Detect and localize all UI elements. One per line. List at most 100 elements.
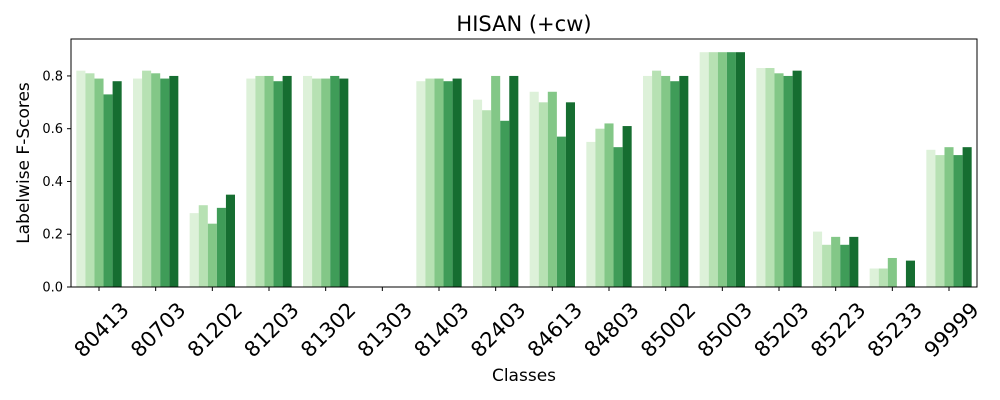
bar-80413-s2 xyxy=(85,73,95,287)
x-tick-label-84613: 84613 xyxy=(523,298,587,362)
y-tick-label: 0.2 xyxy=(42,228,63,243)
bar-81403-s1 xyxy=(416,81,426,288)
bar-81403-s4 xyxy=(443,81,453,288)
bar-85233-s3 xyxy=(887,257,897,287)
bar-99999-s2 xyxy=(935,155,945,287)
bar-81202-s3 xyxy=(207,223,217,287)
bar-81302-s2 xyxy=(312,78,322,287)
x-tick-label-81202: 81202 xyxy=(183,298,247,362)
bar-80413-s5 xyxy=(112,81,122,288)
bar-85223-s1 xyxy=(813,231,823,287)
bar-85003-s1 xyxy=(699,52,709,287)
bar-81403-s5 xyxy=(452,78,462,287)
bar-81203-s4 xyxy=(273,81,283,288)
bar-85002-s4 xyxy=(670,81,680,288)
bar-81302-s4 xyxy=(330,75,340,287)
x-tick-label-85003: 85003 xyxy=(693,298,757,362)
bar-82403-s2 xyxy=(482,110,492,287)
bar-81302-s3 xyxy=(321,78,331,287)
bar-85003-s3 xyxy=(717,52,727,287)
bar-84613-s5 xyxy=(565,102,575,287)
x-tick-label-80413: 80413 xyxy=(70,298,134,362)
bar-85233-s5 xyxy=(905,260,915,287)
bar-81203-s3 xyxy=(264,75,274,287)
x-tick-label-81403: 81403 xyxy=(410,298,474,362)
y-tick-label: 0.6 xyxy=(42,122,63,137)
x-tick-label-82403: 82403 xyxy=(466,298,530,362)
bar-84613-s2 xyxy=(538,102,548,287)
bar-85233-s2 xyxy=(878,268,888,287)
bar-85203-s4 xyxy=(783,75,793,287)
x-tick-label-85203: 85203 xyxy=(750,298,814,362)
bar-84803-s4 xyxy=(613,147,623,287)
x-tick-label-81303: 81303 xyxy=(353,298,417,362)
bar-99999-s5 xyxy=(962,147,972,287)
bar-80703-s1 xyxy=(133,78,143,287)
y-tick-label: 0.0 xyxy=(42,281,63,296)
bar-84613-s1 xyxy=(529,91,539,288)
bar-80703-s3 xyxy=(151,73,161,287)
bar-81203-s2 xyxy=(255,75,265,287)
bars-group xyxy=(76,52,972,288)
bar-85002-s3 xyxy=(661,75,671,287)
bar-85203-s3 xyxy=(774,73,784,287)
x-tick-label-81302: 81302 xyxy=(296,298,360,362)
x-tick-label-99999: 99999 xyxy=(920,298,984,362)
bar-80413-s1 xyxy=(76,70,86,287)
bar-81202-s2 xyxy=(198,205,208,287)
x-tick-label-81203: 81203 xyxy=(240,298,304,362)
bar-85223-s2 xyxy=(822,244,832,287)
bar-85223-s4 xyxy=(840,244,850,287)
x-axis: 8041380703812028120381302813038140382403… xyxy=(70,287,984,362)
bar-85233-s1 xyxy=(869,268,879,287)
bar-81202-s4 xyxy=(216,207,226,287)
bar-81203-s5 xyxy=(282,75,292,287)
bar-85003-s4 xyxy=(726,52,736,287)
x-tick-label-80703: 80703 xyxy=(126,298,190,362)
bar-82403-s3 xyxy=(491,75,501,287)
bar-81403-s2 xyxy=(425,78,435,287)
bar-81203-s1 xyxy=(246,78,256,287)
bar-81302-s5 xyxy=(339,78,349,287)
bar-99999-s1 xyxy=(926,149,936,287)
y-tick-label: 0.4 xyxy=(42,175,63,190)
bar-84803-s2 xyxy=(595,128,605,287)
bar-85223-s5 xyxy=(849,236,859,287)
y-axis-label: Labelwise F-Scores xyxy=(14,82,34,244)
bar-85003-s5 xyxy=(735,52,745,287)
chart-title: HISAN (+cw) xyxy=(456,12,591,36)
bar-81202-s5 xyxy=(225,194,235,287)
x-tick-label-85223: 85223 xyxy=(806,298,870,362)
plot-frame xyxy=(70,38,978,288)
bar-85203-s5 xyxy=(792,70,802,287)
bar-81202-s1 xyxy=(189,213,199,287)
bar-85203-s2 xyxy=(765,68,775,288)
x-tick-label-85233: 85233 xyxy=(863,298,927,362)
bar-99999-s4 xyxy=(953,155,963,287)
bar-80703-s5 xyxy=(169,75,179,287)
bar-81302-s1 xyxy=(303,75,313,287)
bar-85003-s2 xyxy=(708,52,718,287)
bar-82403-s5 xyxy=(509,75,519,287)
bar-99999-s3 xyxy=(944,147,954,287)
bar-84803-s3 xyxy=(604,123,614,288)
y-axis: 0.0 0.2 0.4 0.6 0.8 xyxy=(42,69,71,296)
bar-85002-s1 xyxy=(643,75,653,287)
bar-82403-s1 xyxy=(473,99,483,288)
bar-84613-s3 xyxy=(547,91,557,288)
bar-85223-s3 xyxy=(831,236,841,287)
bar-82403-s4 xyxy=(500,120,510,287)
bar-84613-s4 xyxy=(556,136,566,287)
bar-80413-s3 xyxy=(94,78,104,287)
bar-80703-s2 xyxy=(142,70,152,287)
y-tick-label: 0.8 xyxy=(42,69,63,84)
x-axis-label: Classes xyxy=(492,366,556,386)
bar-85002-s5 xyxy=(679,75,689,287)
bar-84803-s5 xyxy=(622,126,632,287)
x-tick-label-85002: 85002 xyxy=(636,298,700,362)
bar-80703-s4 xyxy=(160,78,170,287)
bar-85002-s2 xyxy=(652,70,662,287)
x-tick-label-84803: 84803 xyxy=(580,298,644,362)
bar-80413-s4 xyxy=(103,94,113,288)
